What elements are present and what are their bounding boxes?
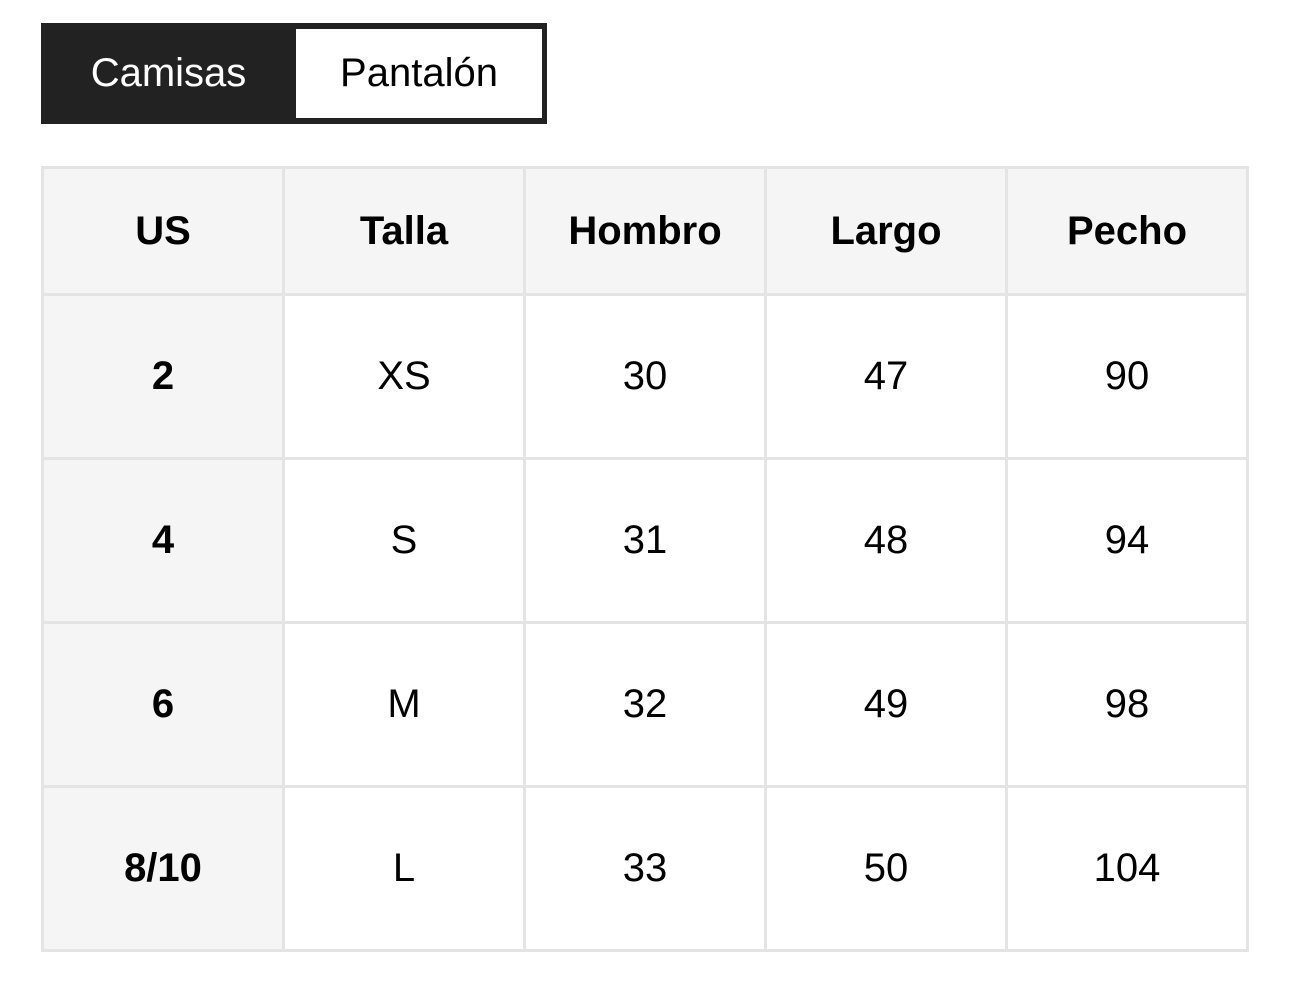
cell-largo: 48 xyxy=(764,457,1008,624)
table-row: 2 XS 30 47 90 xyxy=(41,293,1249,460)
cell-talla: XS xyxy=(282,293,526,460)
cell-us: 8/10 xyxy=(41,785,285,952)
cell-largo: 49 xyxy=(764,621,1008,788)
tab-camisas[interactable]: Camisas xyxy=(90,51,247,95)
table-header-row: US Talla Hombro Largo Pecho xyxy=(41,166,1249,296)
cell-hombro: 32 xyxy=(523,621,767,788)
cell-pecho: 94 xyxy=(1005,457,1249,624)
header-largo: Largo xyxy=(764,166,1008,296)
cell-pecho: 104 xyxy=(1005,785,1249,952)
table-row: 6 M 32 49 98 xyxy=(41,621,1249,788)
cell-pecho: 98 xyxy=(1005,621,1249,788)
cell-hombro: 30 xyxy=(523,293,767,460)
size-chart-table: US Talla Hombro Largo Pecho 2 XS 30 47 90 4 S 3… xyxy=(41,166,1249,952)
cell-talla: L xyxy=(282,785,526,952)
header-hombro: Hombro xyxy=(523,166,767,296)
cell-us: 6 xyxy=(41,621,285,788)
header-pecho: Pecho xyxy=(1005,166,1249,296)
size-tabs: Camisas Pantalón xyxy=(41,23,547,124)
cell-largo: 47 xyxy=(764,293,1008,460)
header-us: US xyxy=(41,166,285,296)
cell-talla: S xyxy=(282,457,526,624)
cell-us: 4 xyxy=(41,457,285,624)
cell-largo: 50 xyxy=(764,785,1008,952)
cell-talla: M xyxy=(282,621,526,788)
tab-pantalon[interactable]: Pantalón xyxy=(296,29,542,118)
cell-hombro: 31 xyxy=(523,457,767,624)
header-talla: Talla xyxy=(282,166,526,296)
cell-hombro: 33 xyxy=(523,785,767,952)
table-row: 8/10 L 33 50 104 xyxy=(41,785,1249,952)
cell-pecho: 90 xyxy=(1005,293,1249,460)
cell-us: 2 xyxy=(41,293,285,460)
table-row: 4 S 31 48 94 xyxy=(41,457,1249,624)
